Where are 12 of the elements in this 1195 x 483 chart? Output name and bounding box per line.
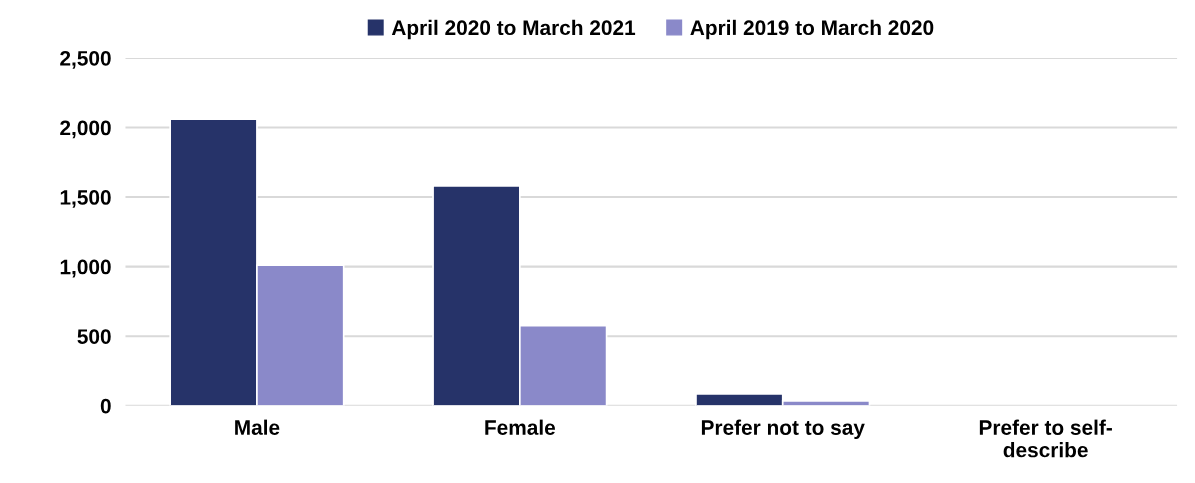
- x-tick-label: Male: [235, 419, 280, 435]
- legend-label: April 2020 to March 2021: [391, 19, 636, 40]
- y-tick-label: 1,500: [60, 190, 111, 208]
- x-tick-label: Prefer to self- describe: [979, 419, 1112, 458]
- x-tick-label: Female: [485, 419, 556, 435]
- y-tick-label: 500: [77, 329, 111, 344]
- y-tick-label: 2,500: [60, 50, 111, 69]
- y-tick-label: 2,000: [60, 120, 111, 139]
- y-tick-label: 1,000: [60, 259, 111, 278]
- legend-label: April 2019 to March 2020: [690, 19, 934, 40]
- y-tick-label: 0: [100, 398, 111, 414]
- x-tick-label: Prefer not to say: [701, 419, 865, 440]
